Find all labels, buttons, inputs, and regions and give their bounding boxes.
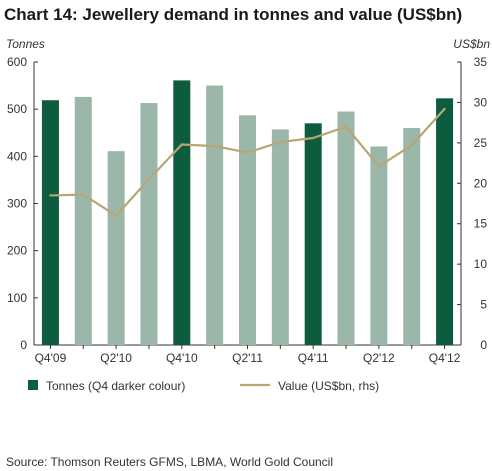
bar-tonnes [403, 128, 421, 345]
value-series-point [114, 214, 118, 217]
bar-tonnes [337, 111, 355, 346]
y-left-tick-label: 400 [7, 149, 27, 163]
value-series-point [443, 107, 446, 111]
x-tick-label: Q2'10 [100, 351, 132, 365]
bar-tonnes [107, 151, 125, 345]
value-series-point [279, 140, 282, 144]
y-left-tick-label: 100 [7, 291, 27, 305]
y-left-unit-label: Tonnes [6, 37, 45, 51]
chart-title: Chart 14: Jewellery demand in tonnes and… [4, 5, 462, 24]
bar-tonnes-q4 [304, 123, 322, 345]
y-left-tick-label: 200 [7, 244, 27, 258]
source-note: Source: Thomson Reuters GFMS, LBMA, Worl… [6, 455, 333, 469]
y-right-tick-label: 10 [474, 257, 488, 271]
y-right-tick-label: 25 [474, 136, 488, 150]
value-series-point [344, 125, 348, 128]
bar-tonnes [74, 96, 92, 345]
x-tick-label: Q4'12 [429, 351, 461, 365]
value-series-point [410, 144, 413, 147]
y-right-tick-label: 5 [480, 298, 487, 312]
y-right-tick-label: 20 [474, 176, 488, 190]
y-right-tick-label: 35 [474, 55, 488, 69]
bar-tonnes [239, 115, 256, 345]
y-right-tick-label: 0 [480, 338, 487, 352]
y-right-tick-label: 15 [474, 217, 488, 231]
value-series-point [82, 193, 85, 196]
value-series-point [311, 136, 315, 140]
bar-tonnes [140, 103, 158, 345]
y-left-tick-label: 300 [7, 197, 27, 211]
bar-tonnes [206, 85, 224, 345]
x-tick-label: Q2'12 [363, 351, 395, 365]
bar-tonnes-q4 [436, 98, 454, 346]
x-tick-label: Q4'11 [298, 351, 329, 365]
x-tick-label: Q4'10 [166, 351, 198, 365]
x-tick-label: Q4'09 [35, 351, 67, 365]
y-left-tick-label: 0 [20, 338, 27, 352]
value-series-point [180, 143, 184, 146]
x-tick-label: Q2'11 [232, 351, 263, 365]
bar-tonnes-q4 [41, 100, 59, 345]
value-series-point [377, 165, 381, 168]
value-series-point [213, 144, 216, 148]
y-right-tick-label: 30 [474, 95, 488, 109]
legend-label-tonnes: Tonnes (Q4 darker colour) [46, 379, 185, 393]
y-right-unit-label: US$bn [453, 37, 490, 51]
value-series-point [246, 151, 249, 154]
value-series-point [49, 194, 52, 197]
bar-tonnes-q4 [173, 80, 191, 346]
y-left-tick-label: 500 [7, 102, 27, 116]
bar-tonnes [370, 146, 388, 345]
bar-tonnes [271, 129, 289, 345]
legend-label-value: Value (US$bn, rhs) [278, 379, 379, 393]
y-left-tick-label: 600 [7, 55, 27, 69]
value-series-point [147, 178, 151, 181]
legend-swatch-tonnes [28, 380, 38, 390]
